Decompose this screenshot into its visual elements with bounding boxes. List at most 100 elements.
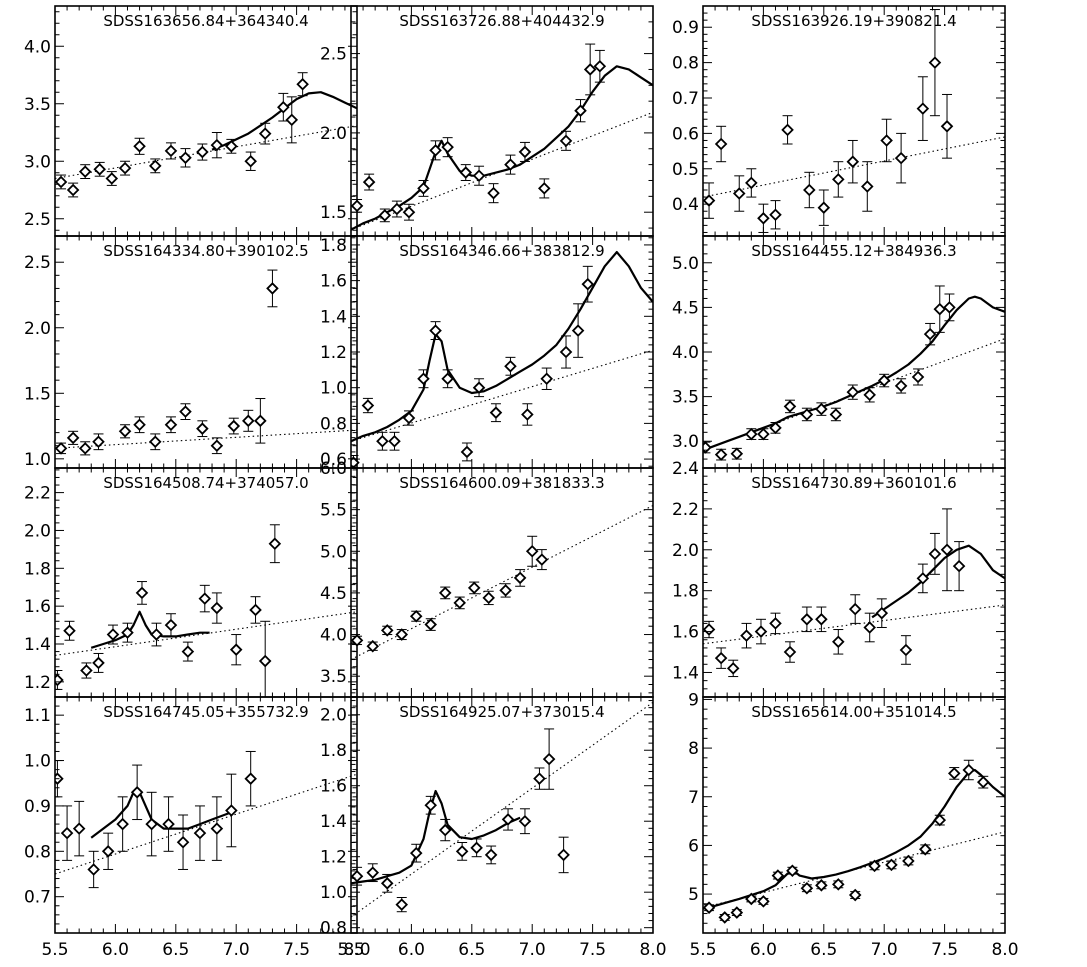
diamond-marker: [571, 324, 585, 337]
panel-frame: [702, 696, 1006, 934]
data-point: [244, 750, 257, 807]
plot-area: [55, 72, 357, 198]
y-tick-label: 5.5: [320, 501, 347, 521]
data-point: [66, 182, 80, 198]
diamond-marker: [118, 425, 132, 438]
diamond-marker: [538, 182, 551, 195]
panel-frame: [702, 5, 1006, 237]
data-point: [92, 652, 105, 673]
data-point: [196, 420, 209, 438]
diamond-marker: [880, 134, 893, 147]
data-point: [786, 864, 799, 877]
data-point: [923, 322, 937, 346]
y-tick-label: 2.0: [24, 521, 51, 541]
x-tick-label: 7.0: [871, 940, 898, 960]
diamond-marker: [714, 448, 728, 461]
data-point: [894, 132, 908, 184]
data-point: [943, 293, 956, 322]
diamond-marker: [786, 864, 799, 877]
diamond-marker: [916, 102, 930, 115]
model-line: [351, 251, 653, 443]
data-point: [441, 369, 454, 389]
diamond-marker: [66, 183, 80, 197]
data-point: [703, 620, 716, 639]
panel: 1.4 1.6 1.8 2.0 2.2 2.4 SDSS164730.89+360101.6: [672, 459, 1006, 698]
diamond-marker: [145, 817, 158, 831]
data-point: [538, 178, 551, 199]
data-point: [940, 508, 954, 592]
data-point: [148, 158, 162, 174]
diamond-marker: [832, 173, 845, 186]
data-point: [815, 402, 828, 416]
diamond-marker: [148, 159, 162, 173]
diamond-marker: [499, 584, 512, 597]
diamond-marker: [210, 138, 224, 152]
diamond-marker: [815, 613, 828, 626]
data-point: [703, 182, 716, 219]
diamond-marker: [80, 664, 93, 677]
diamond-marker: [417, 372, 430, 386]
y-tick-label: 1.6: [320, 272, 347, 292]
panel: 1.0 1.5 2.0 2.5 SDSS164334.80+390102.5: [24, 235, 358, 470]
data-point: [781, 115, 794, 145]
y-tick-label: 1.5: [320, 203, 347, 223]
x-tick-label: 7.5: [579, 940, 606, 960]
diamond-marker: [800, 613, 814, 626]
data-point: [225, 138, 238, 154]
diamond-marker: [351, 199, 364, 213]
diamond-marker: [179, 151, 192, 165]
diamond-marker: [116, 817, 129, 831]
diamond-marker: [726, 662, 740, 675]
plot-area: [55, 269, 357, 456]
diamond-marker: [521, 408, 534, 421]
diamond-marker: [902, 854, 915, 868]
diamond-marker: [918, 843, 932, 856]
data-point: [376, 431, 389, 451]
diamond-marker: [429, 324, 442, 337]
diamond-marker: [846, 385, 860, 399]
data-point: [285, 96, 299, 144]
panel-frame: [350, 467, 654, 698]
data-point: [714, 125, 728, 163]
diamond-marker: [848, 602, 862, 616]
diamond-marker: [583, 63, 597, 76]
diamond-marker: [55, 673, 64, 687]
diamond-marker: [106, 628, 120, 641]
panel: 1.5 2.0 2.5 SDSS163726.88+404432.9: [320, 5, 654, 237]
diamond-marker: [409, 846, 423, 860]
diamond-marker: [940, 543, 954, 557]
panel-title: SDSS164508.74+374057.0: [103, 474, 308, 492]
data-point: [803, 171, 816, 209]
x-tick-label: 6.0: [398, 940, 425, 960]
diamond-marker: [470, 841, 483, 855]
y-tick-label: 2.0: [320, 706, 347, 726]
diamond-marker: [832, 635, 845, 649]
data-point: [135, 581, 149, 605]
y-tick-label: 1.4: [672, 663, 699, 683]
data-point: [351, 866, 364, 886]
diamond-marker: [703, 901, 716, 914]
plot-area: [351, 251, 653, 468]
data-point: [118, 160, 132, 176]
panel-title: SDSS163726.88+404432.9: [399, 12, 604, 30]
diamond-marker: [848, 888, 862, 902]
data-point: [409, 609, 423, 623]
data-point: [121, 622, 134, 643]
y-tick-label: 7: [688, 788, 699, 808]
data-point: [962, 759, 976, 781]
diamond-marker: [164, 418, 178, 432]
diamond-marker: [703, 194, 716, 207]
diamond-marker: [55, 175, 68, 189]
data-point: [164, 416, 178, 434]
data-point: [928, 532, 942, 575]
y-tick-label: 1.8: [320, 236, 347, 256]
plot-area: [703, 9, 1005, 233]
diamond-marker: [424, 798, 438, 812]
data-point: [521, 403, 534, 426]
diamond-marker: [92, 656, 105, 670]
data-point: [162, 796, 175, 852]
y-tick-label: 2.0: [320, 124, 347, 144]
diamond-marker: [242, 414, 255, 428]
data-point: [501, 808, 515, 831]
model-line: [90, 610, 210, 649]
